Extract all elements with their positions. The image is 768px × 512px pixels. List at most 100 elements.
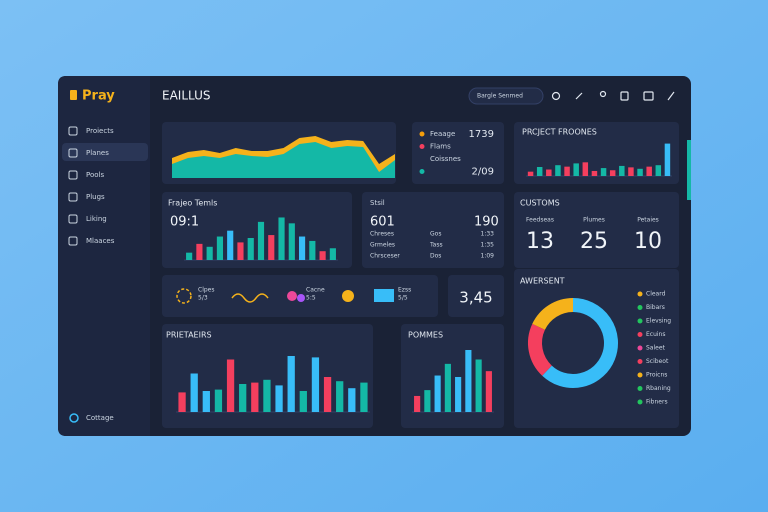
card-title: Frajeo Temls bbox=[168, 199, 217, 208]
nav-item[interactable]: Planes bbox=[86, 149, 109, 157]
bar bbox=[278, 217, 285, 260]
nav-item[interactable]: Liking bbox=[86, 215, 107, 223]
bar bbox=[263, 379, 271, 412]
bar bbox=[664, 143, 671, 176]
card-title: POMMES bbox=[408, 331, 443, 340]
table-card bbox=[362, 192, 504, 268]
nav-icon bbox=[68, 170, 78, 180]
bar bbox=[646, 166, 652, 176]
bar bbox=[582, 162, 589, 176]
sidebar bbox=[58, 76, 150, 436]
bar bbox=[251, 382, 259, 412]
card-title: Stsil bbox=[370, 199, 385, 207]
bar bbox=[609, 170, 616, 176]
stat-value: 3,45 bbox=[459, 289, 492, 307]
nav-item[interactable]: Pools bbox=[86, 171, 104, 179]
bar bbox=[299, 391, 307, 412]
bar bbox=[214, 389, 223, 412]
legend-label: Elevsing bbox=[646, 318, 671, 325]
bar bbox=[196, 243, 203, 260]
stat-card bbox=[448, 275, 504, 317]
donut-segment bbox=[532, 298, 574, 331]
bar bbox=[216, 236, 224, 260]
nav-item[interactable]: Mlaaces bbox=[86, 237, 115, 245]
logo-icon bbox=[70, 90, 77, 100]
legend-value: 1739 bbox=[469, 129, 494, 140]
icon-blob bbox=[297, 294, 305, 302]
bar bbox=[628, 167, 634, 176]
legend-label: Flams bbox=[430, 143, 451, 151]
customs-label: Plumes bbox=[583, 217, 605, 224]
legend-dot bbox=[637, 305, 643, 310]
table-right: 190 bbox=[474, 215, 499, 230]
icon-caption: 5/5 bbox=[398, 295, 408, 302]
settings-icon bbox=[69, 413, 79, 423]
legend-dot bbox=[637, 332, 643, 337]
bar bbox=[323, 377, 332, 412]
bar bbox=[275, 385, 283, 412]
bar bbox=[348, 388, 356, 412]
legend-label: Proicns bbox=[646, 372, 667, 379]
legend-label: Scibeot bbox=[646, 358, 669, 365]
customs-label: Feedseas bbox=[526, 217, 554, 224]
table-cell: 1:33 bbox=[481, 231, 495, 238]
table-cell: Grmeles bbox=[370, 242, 395, 249]
nav-item[interactable]: Proiects bbox=[86, 127, 114, 135]
legend-dot bbox=[419, 144, 425, 149]
nav-footer[interactable]: Cottage bbox=[86, 414, 114, 422]
table-cell: Tass bbox=[429, 242, 443, 249]
logo: Pray bbox=[82, 89, 115, 104]
bar bbox=[455, 376, 462, 412]
legend-dot bbox=[637, 372, 643, 378]
search-text: Bargle Senmed bbox=[477, 93, 523, 100]
nav-icon bbox=[68, 148, 78, 158]
table-cell: Chreses bbox=[370, 231, 394, 238]
nav-icon bbox=[68, 126, 78, 136]
table-cell: Chrsceser bbox=[370, 253, 400, 260]
bar bbox=[465, 350, 472, 412]
scroll-accent bbox=[687, 140, 691, 200]
bar bbox=[257, 221, 265, 260]
customs-label: Petaies bbox=[637, 217, 659, 224]
page-title: EAILLUS bbox=[162, 89, 211, 103]
customs-number: 13 bbox=[526, 229, 554, 254]
bar bbox=[186, 252, 193, 260]
bar bbox=[555, 165, 561, 176]
legend-dot bbox=[637, 345, 643, 351]
search-box[interactable] bbox=[468, 87, 544, 105]
bar bbox=[536, 167, 543, 176]
active-nav bbox=[62, 143, 148, 161]
legend-dot bbox=[637, 359, 643, 364]
legend-dot bbox=[637, 291, 643, 297]
legend-label: Rbaning bbox=[646, 385, 671, 392]
legend-label: Cleard bbox=[646, 291, 666, 298]
table-cell: 1:09 bbox=[481, 253, 495, 260]
bar bbox=[237, 242, 244, 260]
legend-label: Bibars bbox=[646, 304, 665, 311]
bar bbox=[573, 163, 579, 176]
toolbar-icons[interactable] bbox=[551, 90, 675, 101]
bar bbox=[360, 382, 368, 412]
bar bbox=[311, 357, 320, 412]
nav-icon bbox=[68, 236, 78, 246]
bar bbox=[268, 235, 275, 260]
bar bbox=[309, 240, 316, 260]
bar bbox=[546, 169, 552, 176]
bar bbox=[637, 168, 643, 176]
bar bbox=[336, 381, 344, 412]
bar bbox=[319, 251, 326, 260]
bar bbox=[202, 391, 210, 412]
icon-box bbox=[374, 289, 394, 302]
bar bbox=[226, 359, 235, 412]
legend-card bbox=[412, 122, 504, 184]
nav-icon bbox=[68, 192, 78, 202]
icon-caption: Cacne bbox=[306, 287, 325, 294]
legend-value: 2/09 bbox=[472, 167, 494, 178]
bar bbox=[178, 392, 186, 412]
icons bbox=[176, 288, 269, 304]
legend-label: Ecuins bbox=[646, 331, 666, 338]
card-title: AWERSENT bbox=[520, 277, 565, 286]
nav-item[interactable]: Plugs bbox=[86, 193, 105, 201]
table-cell: Gos bbox=[430, 231, 441, 238]
